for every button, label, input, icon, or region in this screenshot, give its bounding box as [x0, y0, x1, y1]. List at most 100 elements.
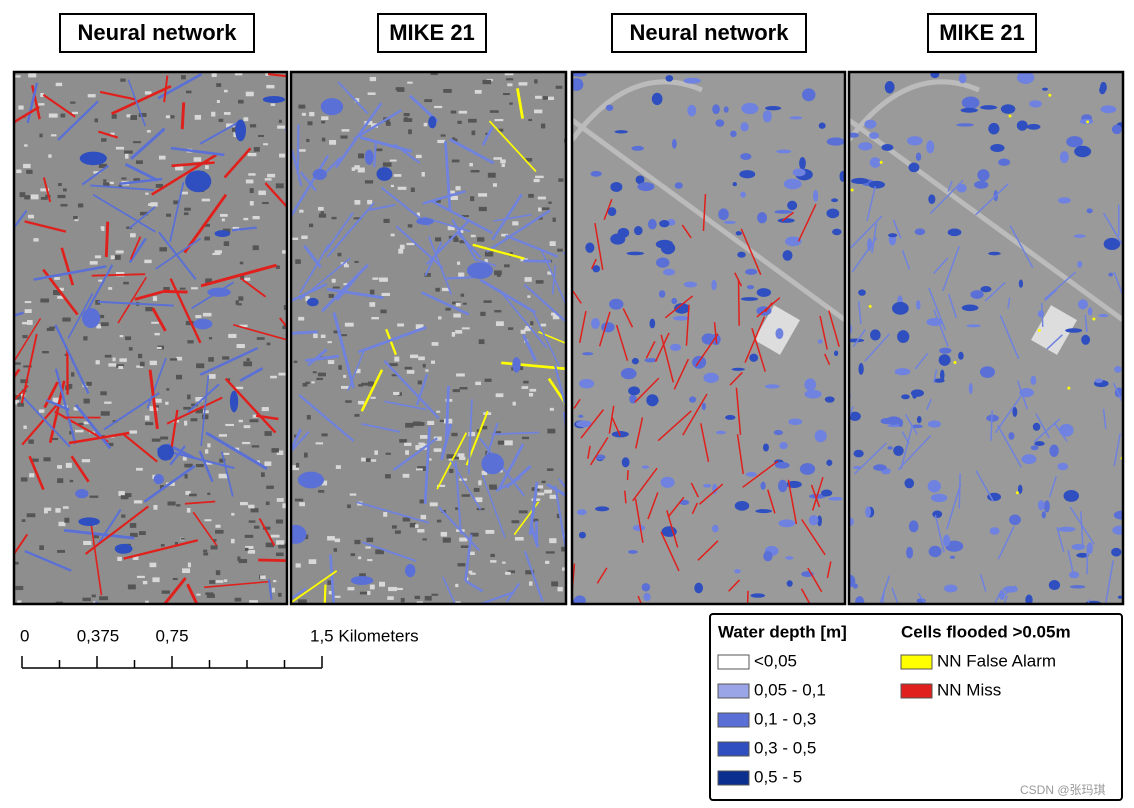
building	[375, 148, 383, 152]
flood-patch	[897, 330, 910, 344]
building	[158, 155, 166, 160]
street-flood	[124, 162, 159, 182]
flood-patch	[715, 119, 725, 127]
building	[389, 159, 397, 162]
building	[198, 407, 203, 413]
flowpath	[926, 398, 932, 411]
building	[152, 577, 160, 583]
building	[498, 128, 504, 132]
building	[391, 374, 399, 377]
street-flood	[415, 373, 429, 406]
street-flood	[146, 357, 167, 409]
building	[397, 186, 407, 190]
flowpath	[1009, 225, 1034, 269]
building	[302, 383, 308, 387]
building	[410, 354, 419, 359]
building	[60, 203, 68, 207]
street-flood	[438, 506, 480, 552]
building	[216, 83, 222, 87]
building	[367, 199, 373, 205]
flowpath	[824, 353, 831, 365]
flood-patch	[888, 233, 898, 238]
building	[358, 556, 362, 560]
street-flood	[323, 584, 327, 604]
building	[15, 75, 21, 78]
building	[291, 237, 299, 241]
flood-patch	[745, 268, 758, 275]
flowpath	[657, 410, 692, 442]
flood-patch	[804, 389, 822, 399]
building	[93, 534, 100, 539]
building	[527, 295, 531, 298]
flood-patch	[773, 430, 784, 436]
flood-patch	[826, 208, 840, 219]
building	[65, 462, 72, 468]
building	[294, 498, 304, 502]
flowpath	[756, 297, 781, 318]
building	[31, 458, 39, 462]
flood-patch	[911, 424, 923, 429]
building	[537, 492, 545, 496]
building	[500, 159, 506, 164]
flowpath	[850, 215, 883, 249]
flowpath	[700, 423, 710, 462]
building	[206, 593, 215, 598]
building	[101, 138, 107, 142]
street-flood	[33, 265, 107, 281]
street-flood	[92, 193, 156, 233]
flowpath	[573, 398, 581, 409]
building	[62, 506, 69, 509]
street-flood	[491, 193, 523, 241]
building	[299, 502, 305, 507]
building	[103, 179, 107, 182]
building	[366, 458, 371, 462]
flood-patch	[1026, 123, 1041, 130]
street-flood	[291, 428, 302, 454]
building	[533, 178, 540, 183]
building	[170, 115, 175, 119]
building	[89, 261, 98, 265]
flowpath	[853, 442, 887, 475]
flood-patch	[764, 384, 780, 389]
building	[59, 287, 64, 291]
building	[276, 498, 284, 502]
flowpath	[734, 272, 743, 287]
building	[305, 381, 310, 385]
building	[502, 561, 506, 564]
flood-patch	[873, 464, 887, 471]
building	[20, 477, 28, 482]
flowpath	[994, 393, 1023, 434]
building	[191, 287, 198, 290]
building	[26, 169, 33, 174]
street-flood	[21, 404, 58, 446]
building	[154, 398, 162, 403]
flood-patch	[868, 180, 886, 189]
building	[145, 422, 154, 426]
street-flood	[22, 396, 71, 448]
flowpath	[697, 540, 719, 561]
building	[238, 296, 244, 301]
flood-patch	[739, 170, 756, 179]
street-flood	[326, 202, 375, 258]
building	[181, 191, 188, 195]
flood-patch	[703, 483, 712, 488]
flood-patch	[974, 180, 989, 189]
legend-swatch	[717, 654, 750, 670]
building	[264, 461, 272, 466]
building	[507, 570, 515, 574]
building	[83, 336, 88, 341]
building	[382, 162, 392, 167]
building	[549, 538, 557, 544]
building	[298, 104, 306, 109]
building	[295, 462, 300, 468]
building	[169, 358, 178, 361]
building	[253, 147, 260, 152]
building	[385, 121, 391, 126]
flowpath	[767, 489, 776, 514]
flood-patch	[1078, 299, 1088, 310]
building	[24, 195, 31, 200]
building	[265, 72, 270, 76]
flood-patch	[1059, 151, 1069, 164]
flowpath	[682, 393, 708, 436]
flood-patch	[826, 459, 833, 466]
